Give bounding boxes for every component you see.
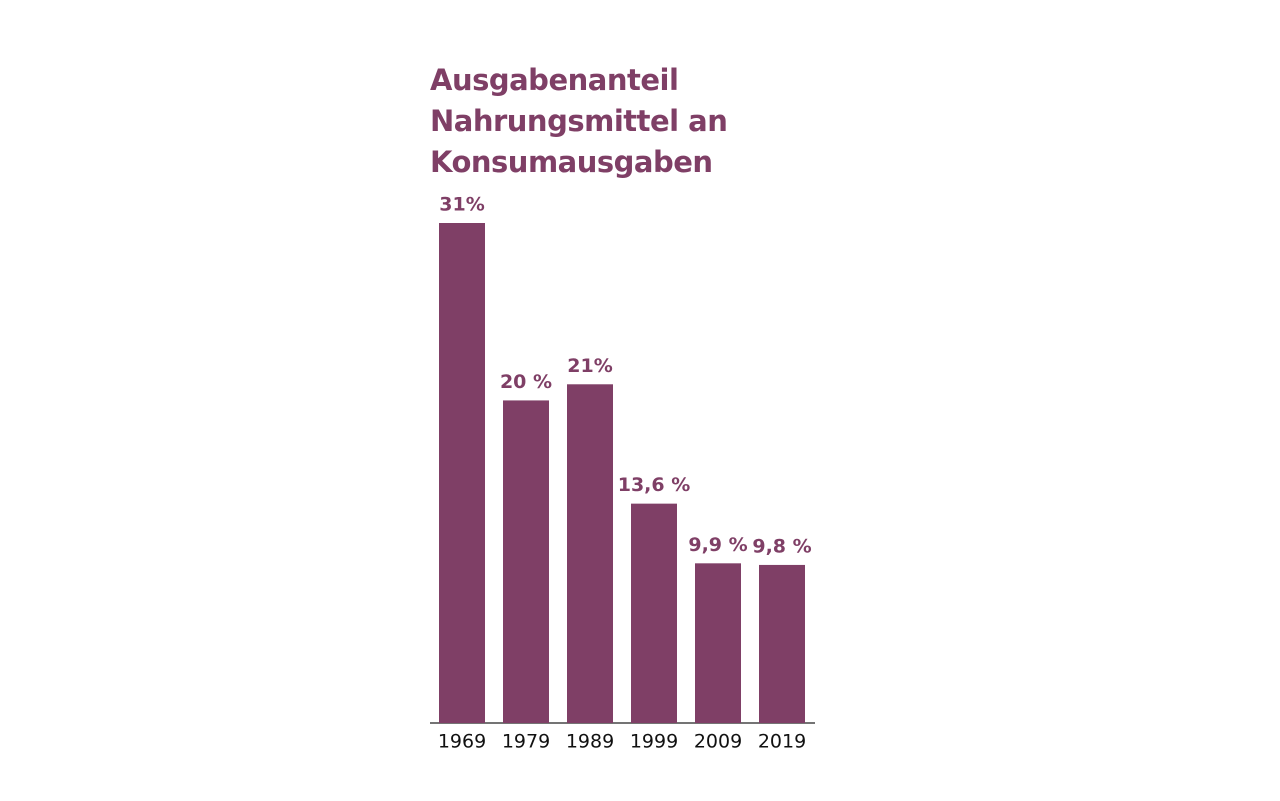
x-tick-label: 1969 (438, 731, 486, 753)
value-label: 31% (439, 194, 484, 216)
bar (631, 503, 677, 723)
bar (439, 223, 485, 723)
bar (567, 384, 613, 723)
x-tick-label: 1999 (630, 731, 678, 753)
bar (503, 400, 549, 723)
chart-title: Ausgabenanteil Nahrungsmittel an Konsuma… (430, 63, 728, 179)
value-label: 21% (567, 355, 612, 377)
x-tick-label: 2019 (758, 731, 806, 753)
value-label: 20 % (500, 371, 552, 393)
bar (759, 564, 805, 723)
value-label: 9,9 % (688, 534, 747, 556)
x-tick-label: 1979 (502, 731, 550, 753)
x-tick-label: 1989 (566, 731, 614, 753)
value-label: 9,8 % (752, 535, 811, 557)
x-tick-label: 2009 (694, 731, 742, 753)
bar (695, 563, 741, 723)
value-label: 13,6 % (618, 474, 691, 496)
